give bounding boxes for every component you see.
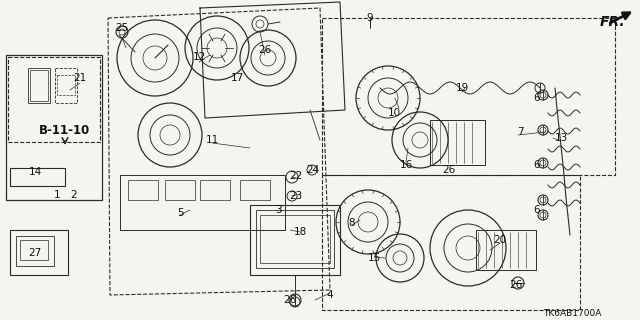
Bar — [240, 180, 270, 200]
Text: 11: 11 — [205, 135, 219, 145]
Text: 10: 10 — [387, 108, 401, 118]
Text: 13: 13 — [554, 133, 568, 143]
Bar — [57, 75, 75, 95]
Text: 23: 23 — [289, 191, 303, 201]
Bar — [10, 168, 65, 186]
Text: 7: 7 — [516, 127, 524, 137]
Bar — [55, 68, 77, 103]
Text: 5: 5 — [177, 208, 183, 218]
Text: 18: 18 — [293, 227, 307, 237]
Bar — [476, 230, 536, 270]
Text: 8: 8 — [349, 218, 355, 228]
Text: 25: 25 — [115, 23, 129, 33]
Text: FR.: FR. — [600, 15, 626, 29]
Bar — [20, 240, 48, 260]
Text: 3: 3 — [275, 205, 282, 215]
Text: 26: 26 — [509, 280, 523, 290]
Bar — [10, 230, 68, 275]
Text: 15: 15 — [367, 253, 381, 263]
Bar — [165, 180, 195, 200]
Text: 6: 6 — [534, 93, 540, 103]
Text: B-11-10: B-11-10 — [40, 124, 91, 137]
Text: 26: 26 — [259, 45, 271, 55]
Text: 19: 19 — [456, 83, 468, 93]
Text: 24: 24 — [307, 165, 319, 175]
Text: 27: 27 — [28, 248, 42, 258]
Text: 16: 16 — [399, 160, 413, 170]
Text: 6: 6 — [534, 160, 540, 170]
Text: TK6AB1700A: TK6AB1700A — [543, 308, 601, 317]
Text: 2: 2 — [70, 190, 77, 200]
Bar — [430, 120, 485, 165]
Bar — [200, 180, 230, 200]
Bar — [8, 57, 100, 142]
Bar — [6, 55, 102, 200]
Text: 6: 6 — [534, 205, 540, 215]
Text: 14: 14 — [28, 167, 42, 177]
Bar — [120, 175, 285, 230]
Text: 21: 21 — [74, 73, 86, 83]
Bar — [28, 68, 50, 103]
Text: 20: 20 — [493, 235, 507, 245]
Text: 9: 9 — [367, 13, 373, 23]
Text: 26: 26 — [284, 295, 296, 305]
Bar — [250, 205, 340, 275]
Text: 17: 17 — [230, 73, 244, 83]
Bar — [260, 215, 330, 263]
Text: 1: 1 — [54, 190, 60, 200]
Bar — [30, 70, 48, 101]
Text: 4: 4 — [326, 290, 333, 300]
Text: 12: 12 — [193, 52, 205, 62]
Bar — [256, 210, 334, 268]
Text: 26: 26 — [442, 165, 456, 175]
Bar — [128, 180, 158, 200]
Text: 22: 22 — [289, 171, 303, 181]
Bar — [16, 236, 54, 266]
